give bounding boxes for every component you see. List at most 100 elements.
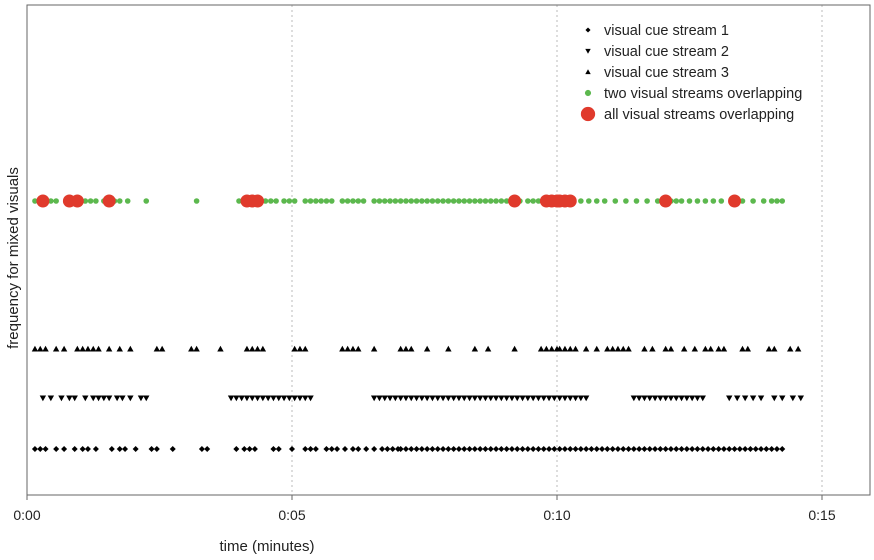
two-overlap-point (678, 198, 685, 204)
stream-3-point (116, 345, 123, 352)
stream-2-point (551, 395, 558, 402)
stream-3-point (543, 345, 550, 352)
stream-3-point (681, 345, 688, 352)
legend-marker-1 (585, 27, 591, 33)
stream-1-point (466, 446, 473, 452)
legend-label-4: two visual streams overlapping (604, 86, 802, 102)
stream-1-point (92, 446, 99, 452)
stream-2-point (529, 395, 537, 402)
stream-2-point (127, 395, 134, 402)
stream-1-point (710, 446, 717, 452)
stream-2-point (296, 395, 304, 402)
stream-3-point (74, 345, 81, 352)
legend-label-1: visual cue stream 1 (604, 23, 729, 39)
stream-3-point (662, 345, 669, 352)
stream-2-point (514, 395, 521, 402)
stream-3-point (84, 345, 92, 352)
stream-1-point (763, 446, 770, 452)
stream-2-point (630, 395, 638, 402)
two-overlap-point (593, 198, 600, 204)
stream-1-point (289, 446, 295, 452)
two-overlap-point (498, 198, 505, 204)
stream-2-point (233, 395, 240, 402)
stream-1-point (535, 446, 542, 452)
stream-1-point (402, 446, 409, 452)
two-overlap-point (768, 198, 775, 204)
stream-2-point (662, 395, 669, 402)
stream-1-point (609, 446, 616, 452)
stream-1-point (461, 446, 468, 452)
two-overlap-point (408, 198, 415, 204)
two-overlap-point (87, 198, 94, 204)
stream-2-point (556, 395, 563, 402)
two-overlap-point (328, 198, 335, 204)
grid-lines (291, 5, 823, 495)
stream-2-point (376, 395, 383, 402)
stream-1-point (604, 446, 611, 452)
stream-1-point (132, 446, 139, 452)
two-overlap-point (586, 198, 592, 204)
stream-3-point (296, 345, 304, 352)
stream-2-point (370, 395, 378, 402)
stream-3-point (52, 345, 60, 352)
stream-1-point (363, 446, 370, 452)
stream-3-point (249, 345, 256, 352)
stream-1-point (567, 446, 574, 452)
legend: visual cue stream 1 visual cue stream 2 vi… (580, 23, 802, 123)
two-overlap-point (445, 198, 452, 204)
stream-2-point (392, 395, 399, 402)
two-overlap-point (355, 198, 362, 204)
stream-1-point (699, 446, 706, 452)
stream-1-point (42, 446, 49, 452)
two-overlap-point (673, 198, 680, 204)
stream-2-point (678, 395, 685, 402)
stream-2-point (434, 395, 441, 402)
tick-label: 0:05 (278, 507, 305, 523)
stream-3-point (620, 345, 627, 352)
stream-3-point (370, 345, 378, 352)
stream-2-point (466, 395, 473, 402)
stream-1-point (84, 446, 91, 452)
stream-1-point (620, 446, 627, 452)
two-overlap-point (387, 198, 393, 204)
stream-1-point (593, 446, 600, 452)
stream-1-point (241, 446, 248, 452)
stream-2-point (561, 395, 569, 402)
stream-2-point (582, 395, 590, 402)
stream-3-point (537, 345, 545, 352)
stream-1-point (736, 446, 743, 452)
stream-3-point (302, 345, 309, 352)
stream-1-point (275, 446, 282, 452)
tick-label: 0:00 (13, 507, 40, 523)
stream-2-point (286, 395, 293, 402)
stream-1-point (482, 446, 489, 452)
stream-1-point (455, 446, 462, 452)
stream-1-point (779, 446, 786, 452)
stream-1-point (270, 446, 277, 452)
stream-2-point (524, 395, 532, 402)
stream-2-point (105, 395, 113, 402)
stream-1-point (614, 446, 621, 452)
stream-1-point (683, 446, 690, 452)
stream-1-point (153, 446, 160, 452)
stream-2-point (455, 395, 463, 402)
two-overlap-point (193, 198, 200, 204)
stream-1-point (429, 446, 436, 452)
two-overlap-point (397, 198, 404, 204)
two-overlap-point (440, 198, 446, 204)
stream-3-point (42, 345, 49, 352)
stream-1-point (720, 446, 727, 452)
two-overlap-point (419, 198, 425, 204)
stream-1-point (646, 446, 653, 452)
stream-3-point (339, 345, 346, 352)
stream-2-point (445, 395, 452, 402)
two-overlap-point (750, 198, 756, 204)
stream-1-point (418, 446, 425, 452)
two-overlap-point (644, 198, 650, 204)
stream-2-point (741, 395, 749, 402)
stream-3-point (344, 345, 351, 352)
stream-3-point (702, 345, 709, 352)
stream-1-point (742, 446, 749, 452)
stream-2-point (749, 395, 757, 402)
